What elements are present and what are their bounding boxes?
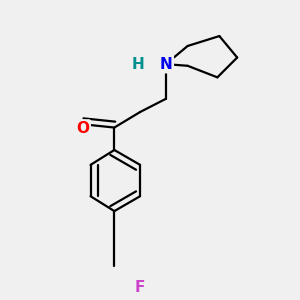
Text: H: H xyxy=(132,57,145,72)
Text: O: O xyxy=(76,121,89,136)
Text: F: F xyxy=(135,280,145,295)
Text: N: N xyxy=(160,57,172,72)
